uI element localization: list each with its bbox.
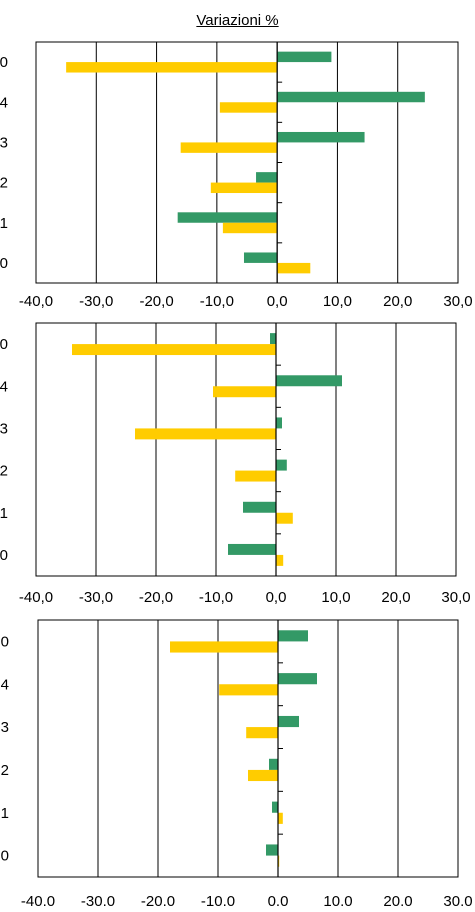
- x-tick-label: 20.0: [383, 893, 412, 910]
- x-tick-label: 0.0: [268, 893, 289, 910]
- category-label: /04: [0, 676, 9, 693]
- x-tick-label: -20,0: [139, 589, 173, 606]
- bar: [177, 212, 278, 223]
- bar: [222, 222, 278, 234]
- category-label: /02: [0, 762, 9, 779]
- category-label: /03: [0, 719, 9, 736]
- bar: [278, 715, 299, 728]
- category-label: /01: [0, 805, 9, 822]
- bar: [219, 102, 278, 113]
- category-label: /01: [0, 505, 8, 522]
- chart-title: Variazioni %: [196, 12, 279, 29]
- bar: [278, 630, 308, 642]
- x-tick-label: -20,0: [139, 293, 173, 310]
- bar: [277, 262, 311, 274]
- plot-frame: [35, 322, 457, 577]
- bar: [243, 501, 276, 513]
- category-label: /04: [0, 94, 8, 111]
- x-tick-label: 0,0: [266, 589, 287, 606]
- category-label: /03: [0, 420, 8, 437]
- x-tick-label: 10.0: [323, 893, 352, 910]
- x-tick-label: -40.0: [21, 893, 55, 910]
- category-label: /00: [0, 848, 9, 865]
- bar: [277, 131, 365, 143]
- x-tick-label: 30,0: [441, 589, 470, 606]
- category-label: /00: [0, 547, 8, 564]
- category-label: /04: [0, 378, 8, 395]
- plot-frame: [35, 41, 459, 284]
- category-label: /02: [0, 175, 8, 192]
- x-tick-label: 20,0: [383, 293, 412, 310]
- bar: [276, 417, 282, 429]
- x-tick-label: 0,0: [267, 293, 288, 310]
- bar: [270, 333, 276, 345]
- category-label: /01: [0, 215, 8, 232]
- bar: [256, 172, 278, 183]
- bar: [72, 344, 276, 356]
- category-label: /00: [0, 255, 8, 272]
- bar: [276, 512, 293, 524]
- x-tick-label: 30.0: [443, 893, 472, 910]
- bar: [170, 641, 278, 653]
- x-tick-label: -40,0: [19, 293, 53, 310]
- bar: [276, 375, 342, 387]
- bar: [276, 459, 287, 471]
- x-tick-label: -10,0: [199, 589, 233, 606]
- category-label: /03: [0, 134, 8, 151]
- bar: [235, 470, 276, 482]
- bar: [277, 91, 425, 103]
- chart-1: /00/04/03/02/01/00 -40,0 -30,0 -20,0 -10,0 0,…: [0, 41, 473, 310]
- bar: [180, 142, 278, 153]
- x-tick-label: 30,0: [443, 293, 472, 310]
- category-label: /00: [0, 633, 9, 650]
- bar: [248, 769, 278, 782]
- bar: [272, 801, 278, 813]
- x-tick-label: 10,0: [321, 589, 350, 606]
- x-tick-label: -20.0: [141, 893, 175, 910]
- x-tick-label: 10,0: [323, 293, 352, 310]
- x-tick-label: -30,0: [79, 589, 113, 606]
- x-tick-label: -30.0: [81, 893, 115, 910]
- x-tick-label: -10,0: [200, 293, 234, 310]
- bar: [246, 727, 278, 739]
- x-tick-label: -30,0: [79, 293, 113, 310]
- bar: [243, 252, 278, 263]
- chart-2: /00/04/03/02/01/00 -40,0 -30,0 -20,0 -10,0 0,…: [0, 322, 471, 606]
- bar: [278, 673, 317, 685]
- x-tick-label: -40,0: [19, 589, 53, 606]
- bar: [269, 758, 278, 770]
- bar: [278, 812, 283, 824]
- bar: [219, 684, 278, 696]
- bar: [266, 844, 278, 856]
- bar: [213, 386, 276, 398]
- x-tick-label: -10.0: [201, 893, 235, 910]
- plot-frame: [37, 619, 459, 878]
- category-label: /02: [0, 463, 8, 480]
- category-label: /00: [0, 54, 8, 71]
- bar: [135, 428, 276, 440]
- x-tick-label: 20,0: [381, 589, 410, 606]
- bar: [276, 554, 284, 566]
- bar: [210, 182, 278, 194]
- category-label: /00: [0, 336, 8, 353]
- chart-3: /00/04/03/02/01/00 -40.0 -30.0 -20.0 -10.0 0.…: [0, 619, 473, 910]
- bar: [228, 543, 276, 555]
- bar: [277, 51, 332, 63]
- bar: [66, 62, 278, 73]
